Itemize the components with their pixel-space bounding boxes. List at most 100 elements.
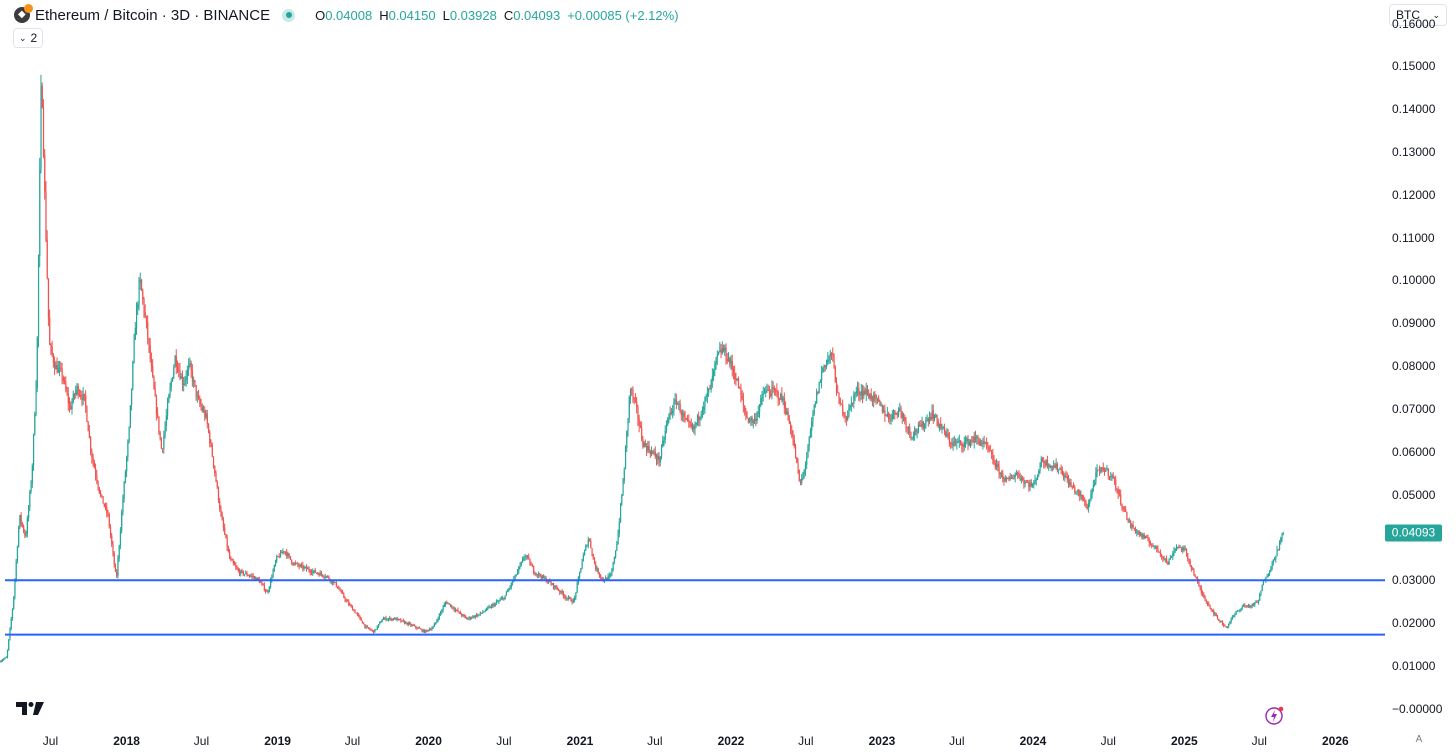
candle-up (1045, 460, 1047, 466)
candle-up (965, 441, 967, 442)
candle-down (204, 410, 206, 418)
candle-down (778, 399, 781, 401)
candle-up (1274, 559, 1276, 561)
candle-down (797, 462, 799, 470)
candle-down (366, 626, 369, 628)
candle-down (1085, 501, 1087, 507)
candle-down (637, 406, 639, 420)
y-tick-label: 0.08000 (1392, 359, 1436, 374)
candle-up (474, 615, 477, 618)
indicators-collapse-button[interactable]: ⌄ 2 (13, 28, 44, 48)
candle-down (1072, 486, 1075, 488)
candle-up (804, 464, 807, 471)
y-tick-label: −0.00000 (1392, 701, 1443, 716)
price-chart-plot[interactable] (0, 0, 1385, 728)
candle-down (641, 427, 643, 440)
candle-up (608, 575, 611, 577)
candle-up (1076, 490, 1078, 492)
candle-up (628, 397, 630, 419)
candle-down (1104, 470, 1106, 472)
candle-down (1118, 493, 1121, 495)
candle-up (763, 392, 766, 394)
candle-up (813, 404, 815, 415)
candle-down (52, 354, 55, 363)
candle-up (818, 382, 820, 394)
tradingview-logo-icon[interactable] (16, 700, 46, 716)
candle-down (107, 513, 109, 515)
candle-down (466, 617, 468, 620)
candle-up (1243, 605, 1245, 607)
candle-down (147, 322, 149, 339)
candle-up (405, 622, 407, 624)
candle-down (1132, 524, 1134, 528)
candle-down (1056, 464, 1059, 471)
candle-up (1251, 603, 1253, 606)
candle-up (59, 367, 61, 369)
lightning-icon[interactable] (1265, 705, 1285, 725)
candle-down (158, 416, 160, 432)
candle-down (98, 487, 100, 493)
candle-up (432, 626, 434, 629)
candle-up (969, 440, 972, 442)
candle-up (180, 376, 182, 379)
candle-down (68, 403, 71, 406)
candle-down (894, 410, 896, 415)
candle-down (729, 358, 731, 364)
candle-up (518, 567, 520, 572)
candle-down (992, 453, 994, 461)
candle-up (386, 619, 388, 621)
candle-down (1246, 605, 1248, 607)
candle-up (893, 410, 895, 415)
candle-up (374, 629, 376, 633)
candle-up (168, 394, 170, 403)
candle-down (1086, 506, 1088, 509)
symbol-title[interactable]: Ethereum / Bitcoin · 3D · BINANCE (35, 6, 271, 24)
candle-down (1010, 477, 1013, 479)
price-change: +0.00085 (+2.12%) (567, 7, 679, 23)
candle-up (3, 658, 5, 660)
chevron-down-icon: ⌄ (1432, 9, 1440, 20)
candle-up (483, 611, 485, 613)
candle-down (418, 627, 421, 629)
candle-up (267, 591, 269, 593)
candle-up (524, 556, 526, 559)
candle-down (93, 462, 96, 469)
candle-down (871, 399, 874, 401)
candle-up (462, 614, 464, 616)
candle-down (1012, 478, 1014, 480)
candle-down (1166, 558, 1168, 562)
candle-down (457, 609, 459, 612)
candle-up (827, 359, 829, 362)
candle-down (1162, 556, 1164, 559)
candle-up (584, 550, 586, 556)
auto-scale-button[interactable]: A (1415, 734, 1423, 745)
candle-down (214, 465, 216, 473)
candle-down (788, 419, 791, 424)
candle-down (162, 448, 164, 450)
candle-up (672, 411, 674, 414)
candle-up (299, 564, 302, 567)
candle-up (136, 307, 138, 328)
candle-down (427, 630, 429, 631)
currency-select[interactable]: BTC ⌄ (1389, 4, 1447, 26)
y-tick-label: 0.15000 (1392, 59, 1436, 74)
candle-up (482, 612, 484, 613)
candle-up (941, 427, 943, 429)
candle-up (279, 552, 282, 558)
candle-up (880, 404, 882, 406)
candle-down (989, 450, 992, 452)
candle-down (247, 575, 249, 577)
candle-down (689, 421, 691, 425)
candle-down (767, 389, 769, 391)
candle-down (320, 572, 323, 575)
candle-down (597, 568, 599, 574)
candle-down (289, 556, 292, 560)
candle-down (683, 412, 685, 418)
candle-up (165, 415, 167, 427)
candle-down (100, 492, 102, 495)
candle-up (31, 465, 33, 484)
candle-down (149, 345, 151, 359)
ohlc-high: H0.04150 (379, 7, 436, 23)
candle-down (1141, 534, 1143, 538)
candle-down (632, 390, 634, 398)
